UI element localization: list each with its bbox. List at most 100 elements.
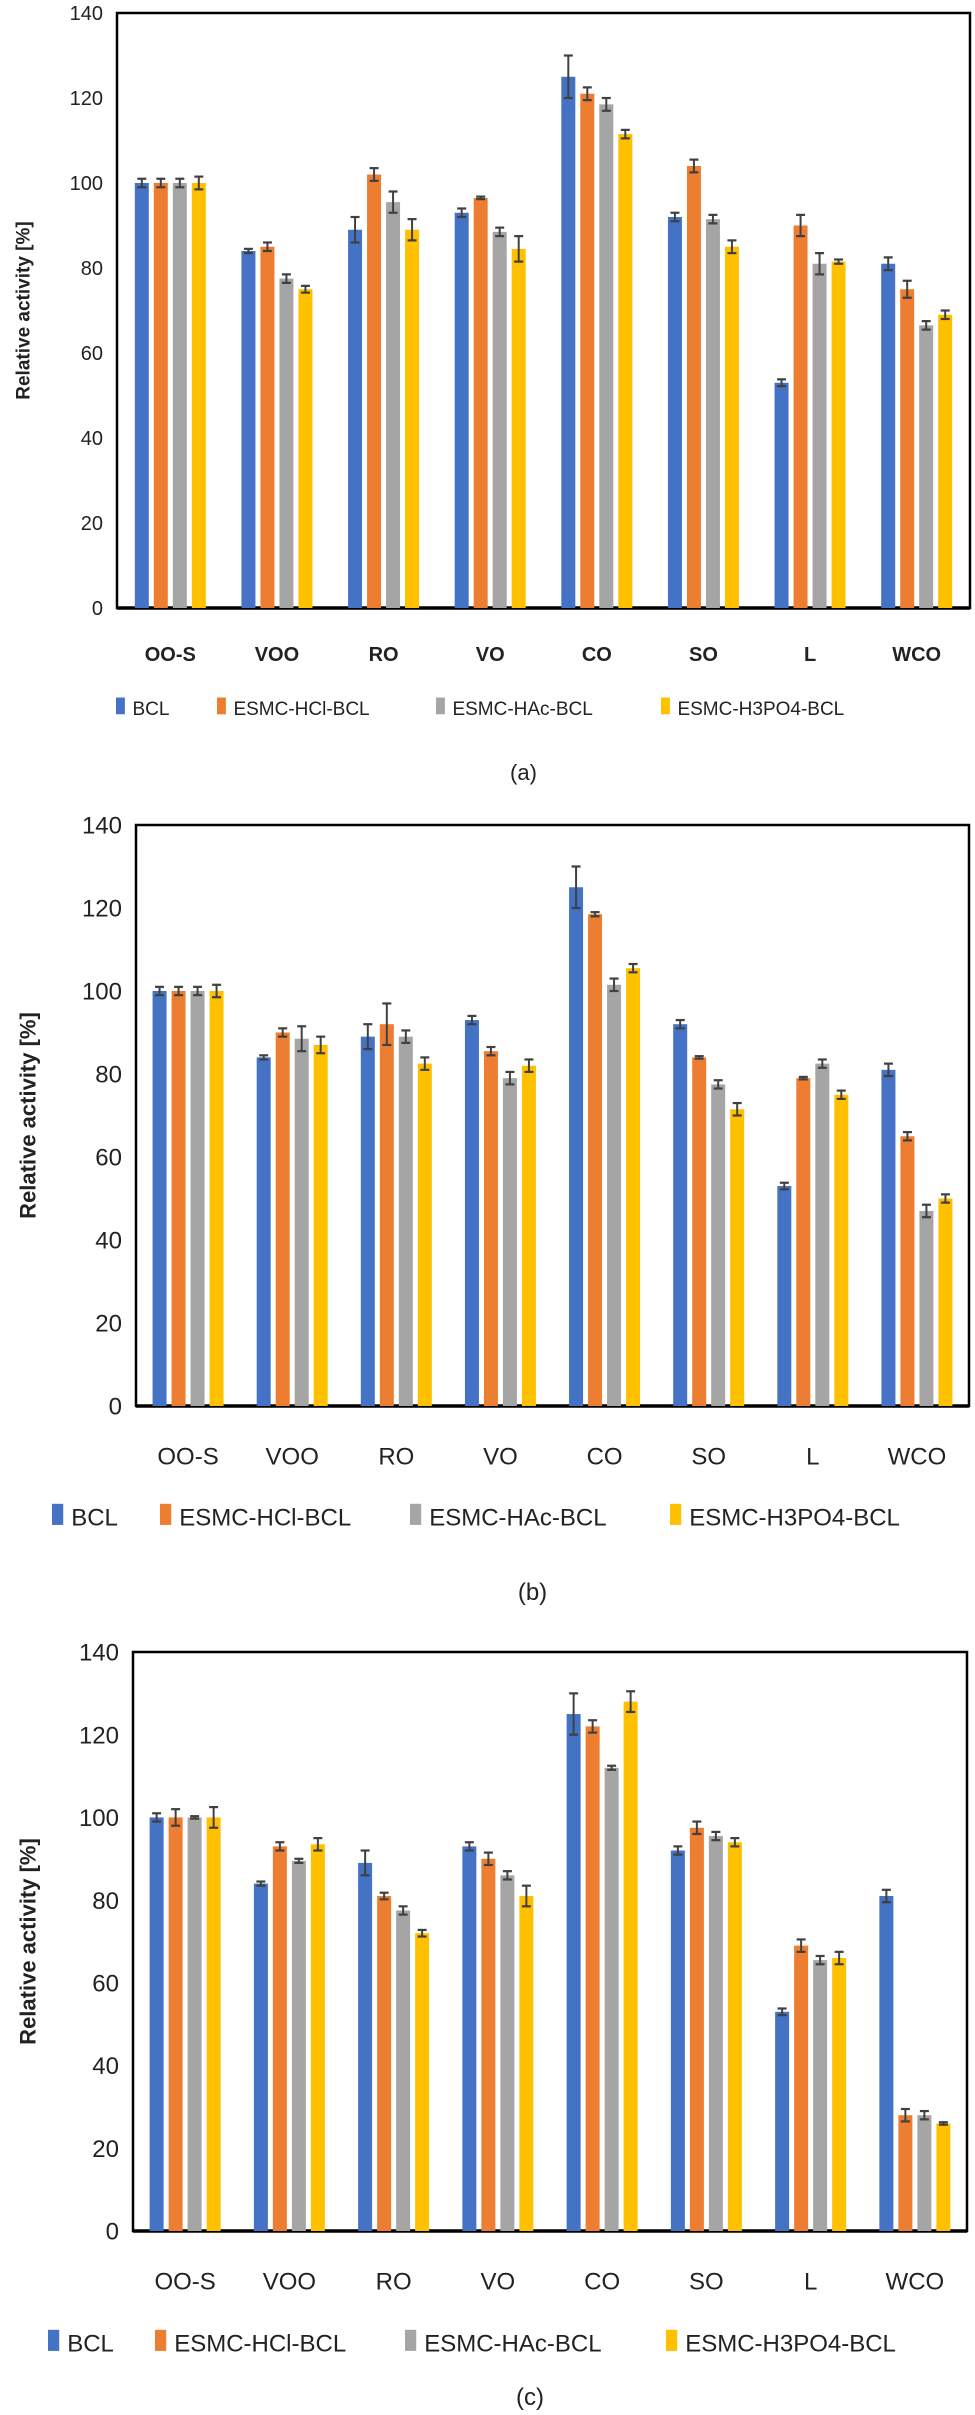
y-axis-title: Relative activity [%]	[16, 1838, 41, 2045]
x-tick-label: WCO	[888, 1444, 947, 1471]
x-tick-label: VO	[483, 1444, 518, 1471]
y-tick-label: 20	[92, 2136, 119, 2163]
x-tick-label: VOO	[263, 2269, 316, 2296]
x-tick-label: RO	[378, 1444, 414, 1471]
bar-bcl-l	[777, 1186, 792, 1406]
bar-esmc-hcl-bcl-voo	[272, 1846, 287, 2231]
bar-esmc-h3po4-bcl-l	[834, 1094, 849, 1406]
bar-bcl-vo	[462, 1846, 477, 2231]
x-tick-label: RO	[376, 2269, 412, 2296]
bar-esmc-hcl-bcl-oo-s	[171, 991, 186, 1406]
bar-esmc-hac-bcl-l	[812, 263, 827, 608]
bar-esmc-hcl-bcl-l	[796, 1078, 811, 1406]
bar-esmc-hcl-bcl-ro	[367, 174, 382, 608]
y-tick-label: 100	[82, 979, 122, 1006]
bar-esmc-hcl-bcl-vo	[483, 1051, 498, 1406]
legend-label: ESMC-HAc-BCL	[424, 2331, 601, 2358]
bar-esmc-h3po4-bcl-vo	[519, 1896, 534, 2231]
bar-esmc-hcl-bcl-wco	[900, 289, 915, 608]
bar-esmc-hcl-bcl-oo-s	[153, 183, 168, 608]
y-tick-label: 0	[109, 1394, 122, 1421]
x-tick-label: OO-S	[145, 644, 196, 666]
x-tick-label: VO	[481, 2269, 516, 2296]
legend-label: ESMC-H3PO4-BCL	[685, 2331, 896, 2358]
y-tick-label: 20	[95, 1311, 122, 1338]
y-tick-label: 100	[79, 1805, 119, 1832]
bar-bcl-vo	[464, 1020, 479, 1406]
bar-bcl-oo-s	[152, 991, 167, 1406]
x-tick-label: VO	[476, 644, 505, 666]
x-tick-label: L	[806, 1444, 819, 1471]
bar-esmc-hac-bcl-voo	[279, 278, 294, 608]
x-tick-label: WCO	[892, 644, 941, 666]
bar-esmc-hcl-bcl-l	[794, 1945, 809, 2231]
bar-esmc-h3po4-bcl-vo	[521, 1065, 536, 1406]
y-tick-label: 40	[95, 1228, 122, 1255]
chart-caption: (a)	[510, 760, 537, 785]
y-tick-label: 120	[70, 88, 103, 110]
bar-esmc-h3po4-bcl-vo	[511, 248, 526, 608]
bar-bcl-wco	[881, 1069, 896, 1406]
legend-label: BCL	[67, 2331, 114, 2358]
legend-swatch-esmc-hcl-bcl	[217, 697, 226, 715]
legend-swatch-esmc-hcl-bcl	[160, 1503, 172, 1525]
bar-bcl-ro	[358, 1862, 373, 2231]
y-tick-label: 20	[81, 513, 103, 535]
y-tick-label: 0	[92, 598, 103, 620]
bar-esmc-h3po4-bcl-voo	[313, 1044, 328, 1406]
legend-swatch-esmc-hac-bcl	[436, 697, 445, 715]
bar-bcl-oo-s	[149, 1817, 164, 2231]
bar-esmc-h3po4-bcl-voo	[310, 1844, 325, 2231]
bar-esmc-h3po4-bcl-wco	[938, 1198, 953, 1406]
y-tick-label: 80	[81, 258, 103, 280]
x-tick-label: OO-S	[154, 2269, 215, 2296]
bar-esmc-hac-bcl-vo	[502, 1078, 517, 1406]
bar-bcl-co	[566, 1714, 581, 2231]
y-tick-label: 140	[82, 813, 122, 840]
bar-esmc-hcl-bcl-wco	[900, 1136, 915, 1406]
legend-swatch-bcl	[48, 2329, 60, 2351]
bar-esmc-hcl-bcl-l	[793, 225, 808, 608]
bar-esmc-h3po4-bcl-so	[727, 1842, 742, 2231]
bar-esmc-hac-bcl-oo-s	[190, 991, 205, 1406]
chart-a: 0 20 40 60 80 100 120 140 Relative activity [%] O…	[14, 3, 972, 785]
bar-esmc-hac-bcl-l	[813, 1960, 828, 2231]
y-tick-label: 140	[79, 1640, 119, 1667]
bar-bcl-ro	[360, 1036, 375, 1406]
bar-esmc-hac-bcl-so	[705, 219, 720, 608]
bar-bcl-l	[775, 2011, 790, 2231]
x-tick-label: OO-S	[157, 1444, 218, 1471]
bar-bcl-wco	[881, 263, 896, 608]
x-tick-label: CO	[587, 1444, 623, 1471]
bar-bcl-oo-s	[134, 183, 149, 608]
bar-esmc-hcl-bcl-vo	[473, 197, 488, 608]
x-tick-label: L	[804, 644, 816, 666]
bar-esmc-h3po4-bcl-co	[626, 968, 641, 1406]
x-tick-label: SO	[691, 1444, 726, 1471]
y-tick-label: 0	[106, 2219, 119, 2246]
chart-b: 0 20 40 60 80 100 120 140 Relative activity [%] O…	[16, 813, 971, 1606]
bar-esmc-hac-bcl-co	[607, 984, 622, 1406]
bar-esmc-hac-bcl-vo	[500, 1875, 515, 2231]
y-axis-title: Relative activity [%]	[16, 1012, 41, 1219]
bar-esmc-h3po4-bcl-co	[618, 134, 633, 608]
bar-esmc-hac-bcl-ro	[386, 202, 401, 608]
legend-swatch-bcl	[52, 1503, 64, 1525]
bar-esmc-hac-bcl-wco	[919, 1210, 934, 1406]
bar-esmc-hac-bcl-wco	[919, 325, 934, 608]
bar-esmc-hac-bcl-so	[708, 1836, 723, 2231]
legend-label: ESMC-H3PO4-BCL	[677, 699, 844, 720]
legend-label: ESMC-HAc-BCL	[429, 1505, 606, 1532]
legend-label: BCL	[71, 1505, 118, 1532]
bar-esmc-hac-bcl-ro	[398, 1036, 413, 1406]
y-tick-label: 40	[81, 428, 103, 450]
bar-esmc-hcl-bcl-vo	[481, 1858, 496, 2231]
y-tick-label: 140	[70, 3, 103, 25]
bar-bcl-so	[667, 217, 682, 608]
legend-label: ESMC-HCl-BCL	[233, 699, 369, 720]
x-tick-label: RO	[369, 644, 399, 666]
x-tick-label: CO	[582, 644, 612, 666]
chart-c: 0 20 40 60 80 100 120 140 Relative activity [%] O…	[16, 1640, 969, 2411]
y-tick-label: 120	[82, 896, 122, 923]
legend-label: ESMC-HCl-BCL	[179, 1505, 351, 1532]
